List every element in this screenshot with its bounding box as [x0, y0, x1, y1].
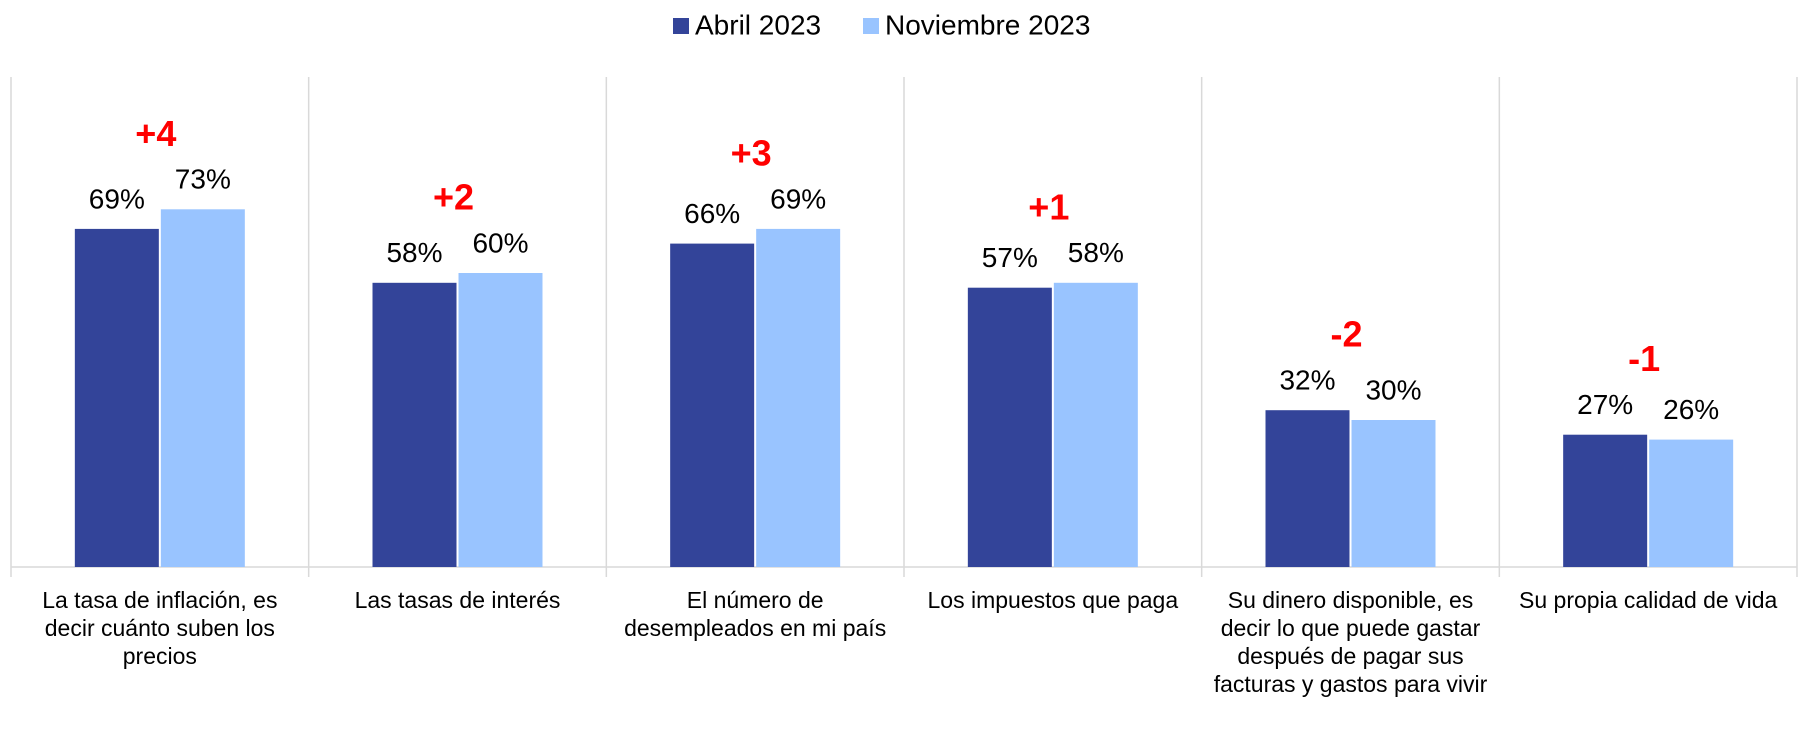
value-label: 58% [1068, 237, 1124, 268]
value-label: 32% [1279, 365, 1335, 396]
bar [1649, 439, 1734, 567]
value-label: 58% [386, 237, 442, 268]
x-tick-label: Las tasas de interés [354, 587, 561, 613]
value-label: 60% [472, 227, 528, 258]
legend-label: Noviembre 2023 [885, 9, 1090, 40]
value-label: 66% [684, 198, 740, 229]
bar [160, 209, 245, 568]
bar [458, 273, 543, 567]
x-tick-label: Su propia calidad de vida [1519, 587, 1778, 613]
value-label: 57% [982, 242, 1038, 273]
value-label: 69% [89, 183, 145, 214]
x-tick-label: Su dinero disponible, es decir lo que pu… [1213, 587, 1488, 697]
x-tick-label: La tasa de inflación, es decir cuánto su… [42, 587, 278, 669]
bar [1265, 410, 1350, 567]
bar [756, 228, 841, 567]
bar [74, 228, 159, 567]
change-annotation: +1 [1028, 186, 1069, 227]
x-tick-label: Los impuestos que paga [927, 587, 1179, 613]
change-annotation: -2 [1330, 314, 1362, 355]
value-label: 69% [770, 183, 826, 214]
x-tick-label: El número de desempleados en mi país [624, 587, 887, 641]
value-label: 26% [1663, 394, 1719, 425]
change-annotation: +2 [433, 177, 474, 218]
bar [1351, 420, 1436, 567]
bar [1563, 434, 1648, 567]
legend-swatch [863, 18, 879, 34]
change-annotation: +4 [135, 113, 176, 154]
value-label: 27% [1577, 389, 1633, 420]
legend-label: Abril 2023 [695, 9, 821, 40]
change-annotation: -1 [1628, 338, 1660, 379]
bar [967, 287, 1052, 567]
bar [372, 282, 457, 567]
bar [1053, 282, 1138, 567]
bar [670, 243, 755, 567]
legend-swatch [673, 18, 689, 34]
value-label: 30% [1365, 374, 1421, 405]
change-annotation: +3 [731, 132, 772, 173]
value-label: 73% [175, 164, 231, 195]
